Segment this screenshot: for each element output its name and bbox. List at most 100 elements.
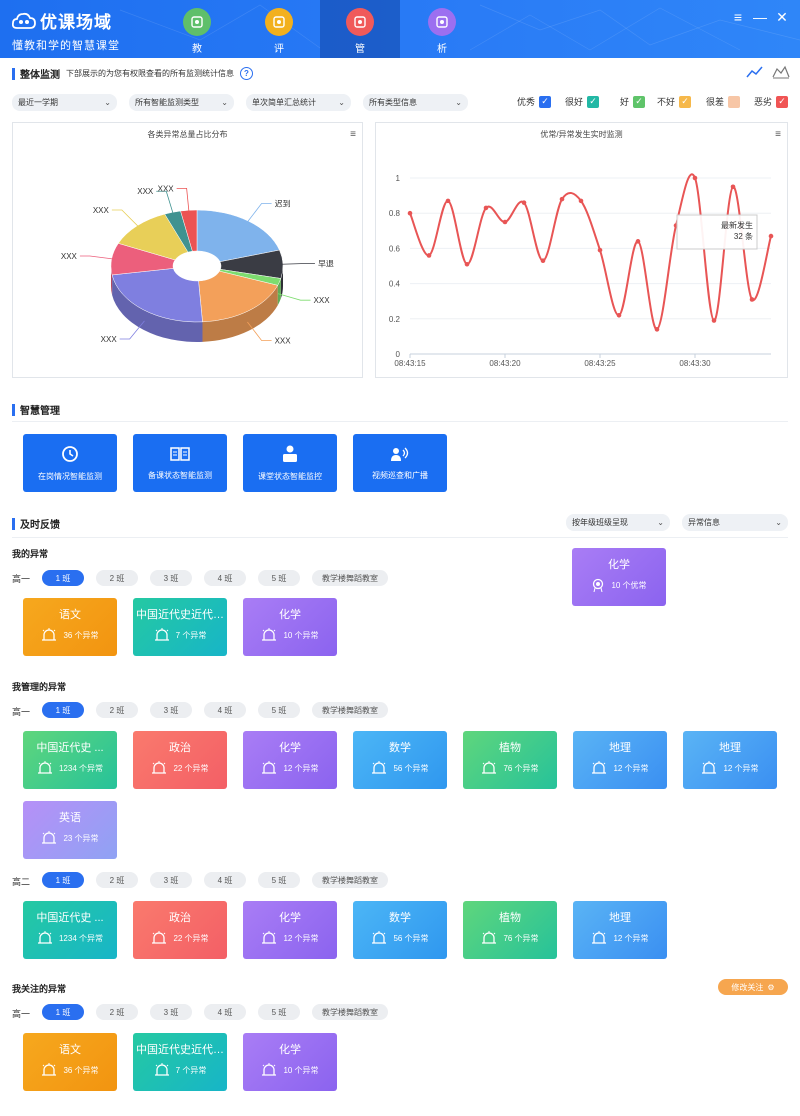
data-point[interactable] — [749, 297, 755, 302]
close-icon[interactable]: ✕ — [776, 9, 788, 25]
legend-item[interactable]: 优秀 ✓ — [517, 95, 552, 108]
class-pill[interactable]: 3 班 — [150, 872, 192, 888]
data-point[interactable] — [692, 175, 698, 181]
class-pill[interactable]: 4 班 — [204, 570, 246, 586]
class-pill[interactable]: 1 班 — [42, 872, 84, 888]
class-pill[interactable]: 1 班 — [42, 1004, 84, 1020]
class-pill[interactable]: 2 班 — [96, 570, 138, 586]
class-pill[interactable]: 4 班 — [204, 872, 246, 888]
nav-tab-2[interactable]: 管 — [320, 0, 400, 58]
legend-item[interactable]: 很差 — [706, 95, 741, 108]
smart-button-0[interactable]: 在岗情况智能监测 — [23, 434, 117, 492]
data-point[interactable] — [768, 233, 774, 239]
class-pill[interactable]: 4 班 — [204, 702, 246, 718]
class-pill[interactable]: 5 班 — [258, 702, 300, 718]
subject-card[interactable]: 中国近代史近代近 ... 7 个异常 — [133, 1033, 227, 1091]
chart-menu-icon[interactable]: ≡ — [775, 129, 781, 140]
smart-button-1[interactable]: 备课状态智能监测 — [133, 434, 227, 492]
class-pill[interactable]: 3 班 — [150, 1004, 192, 1020]
pie-slice[interactable] — [198, 270, 279, 323]
subject-card[interactable]: 化学 12 个异常 — [243, 901, 337, 959]
filter-term-select[interactable]: 最近一学期 ⌄ — [12, 94, 117, 111]
class-pill[interactable]: 3 班 — [150, 702, 192, 718]
class-pill[interactable]: 教学楼舞蹈教室 — [312, 702, 388, 718]
class-pill[interactable]: 2 班 — [96, 872, 138, 888]
class-pill[interactable]: 1 班 — [42, 570, 84, 586]
filter-type-select[interactable]: 所有智能监测类型 ⌄ — [129, 94, 234, 111]
class-pill[interactable]: 3 班 — [150, 570, 192, 586]
minimize-icon[interactable]: — — [753, 9, 767, 25]
subject-card[interactable]: 语文 36 个异常 — [23, 598, 117, 656]
class-pill[interactable]: 5 班 — [258, 1004, 300, 1020]
data-point[interactable] — [426, 253, 432, 258]
nav-tab-1[interactable]: 评 — [239, 0, 319, 58]
checkbox-icon[interactable]: ✓ — [587, 95, 600, 108]
line-chart-icon[interactable] — [746, 65, 764, 79]
edit-follow-button[interactable]: 修改关注 ⚙ — [718, 979, 788, 995]
data-point[interactable] — [445, 198, 451, 204]
data-point[interactable] — [711, 318, 717, 323]
class-pill[interactable]: 教学楼舞蹈教室 — [312, 570, 388, 586]
grade-class-select[interactable]: 按年级班级呈现 ⌄ — [566, 514, 670, 531]
legend-item[interactable]: 恶劣 ✓ — [754, 95, 789, 108]
subject-card[interactable]: 化学 10 个异常 — [243, 598, 337, 656]
smart-button-3[interactable]: 视频巡查和广播 — [353, 434, 447, 492]
help-icon[interactable]: ? — [240, 67, 253, 80]
filter-info-select[interactable]: 所有类型信息 ⌄ — [363, 94, 468, 111]
legend-item[interactable]: 很好 ✓ — [565, 95, 600, 108]
data-point[interactable] — [654, 327, 660, 332]
legend-item[interactable]: 好 ✓ — [620, 95, 646, 108]
subject-card[interactable]: 政治 22 个异常 — [133, 731, 227, 789]
checkbox-icon[interactable]: ✓ — [539, 95, 552, 108]
subject-card[interactable]: 植物 76 个异常 — [463, 901, 557, 959]
class-pill[interactable]: 5 班 — [258, 570, 300, 586]
smart-button-2[interactable]: 课堂状态智能监控 — [243, 434, 337, 492]
class-pill[interactable]: 5 班 — [258, 872, 300, 888]
class-pill[interactable]: 2 班 — [96, 702, 138, 718]
nav-tab-0[interactable]: 教 — [157, 0, 237, 58]
data-point[interactable] — [597, 247, 603, 253]
checkbox-icon[interactable]: ✓ — [776, 95, 789, 108]
subject-card[interactable]: 政治 22 个异常 — [133, 901, 227, 959]
subject-card[interactable]: 化学 10 个异常 — [243, 1033, 337, 1091]
pie-slice[interactable] — [196, 209, 280, 263]
data-point[interactable] — [407, 210, 413, 216]
class-pill[interactable]: 教学楼舞蹈教室 — [312, 1004, 388, 1020]
subject-card[interactable]: 化学 12 个异常 — [243, 731, 337, 789]
menu-icon[interactable]: ≡ — [733, 9, 743, 25]
subject-card[interactable]: 植物 76 个异常 — [463, 731, 557, 789]
data-point[interactable] — [616, 312, 622, 318]
subject-card[interactable]: 地理 12 个异常 — [683, 731, 777, 789]
subject-card[interactable]: 中国近代史近代近 ... 7 个异常 — [133, 598, 227, 656]
subject-card[interactable]: 语文 36 个异常 — [23, 1033, 117, 1091]
subject-card[interactable]: 中国近代史 ... 1234 个异常 — [23, 901, 117, 959]
chart-menu-icon[interactable]: ≡ — [350, 129, 356, 140]
subject-card[interactable]: 数学 56 个异常 — [353, 731, 447, 789]
data-point[interactable] — [578, 198, 584, 204]
filter-stat-select[interactable]: 单次简单汇总统计 ⌄ — [246, 94, 351, 111]
subject-card[interactable]: 英语 23 个异常 — [23, 801, 117, 859]
data-point[interactable] — [559, 196, 565, 202]
data-point[interactable] — [502, 219, 508, 225]
data-point[interactable] — [521, 200, 527, 205]
checkbox-icon[interactable]: ✓ — [633, 95, 646, 108]
info-type-select[interactable]: 异常信息 ⌄ — [682, 514, 788, 531]
data-point[interactable] — [635, 239, 641, 244]
legend-item[interactable]: 不好 ✓ — [657, 95, 692, 108]
data-point[interactable] — [540, 258, 546, 264]
class-pill[interactable]: 1 班 — [42, 702, 84, 718]
subject-card[interactable]: 地理 12 个异常 — [573, 731, 667, 789]
class-pill[interactable]: 2 班 — [96, 1004, 138, 1020]
checkbox-icon[interactable]: ✓ — [679, 95, 692, 108]
subject-card[interactable]: 中国近代史 ... 1234 个异常 — [23, 731, 117, 789]
class-pill[interactable]: 教学楼舞蹈教室 — [312, 872, 388, 888]
subject-card[interactable]: 数学 56 个异常 — [353, 901, 447, 959]
excellent-card[interactable]: 化学 10 个优常 — [572, 548, 666, 606]
nav-tab-3[interactable]: 析 — [402, 0, 482, 58]
pie-slice[interactable] — [111, 268, 203, 323]
checkbox-icon[interactable] — [728, 95, 741, 108]
data-point[interactable] — [483, 205, 489, 211]
area-chart-icon[interactable] — [772, 65, 790, 79]
pie-slice[interactable] — [180, 209, 198, 252]
data-point[interactable] — [730, 184, 736, 190]
